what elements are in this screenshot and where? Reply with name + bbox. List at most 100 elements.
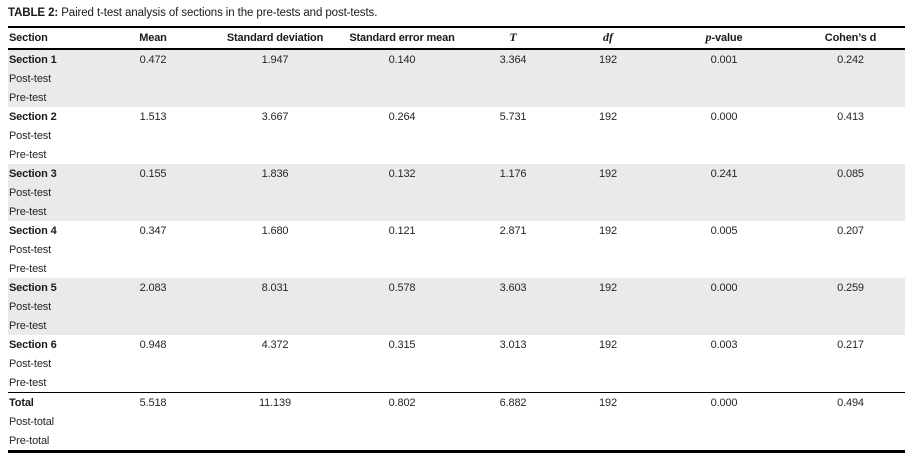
cell-d: 0.207 bbox=[837, 224, 864, 237]
column-header-label: Standard deviation bbox=[226, 31, 324, 44]
section-label: Section 5 bbox=[9, 281, 57, 294]
table-caption-text: Paired t-test analysis of sections in th… bbox=[58, 7, 378, 19]
cell-d: 0.259 bbox=[837, 281, 864, 294]
cell-t: 6.882 bbox=[462, 392, 564, 412]
section-label: Section 6 bbox=[9, 338, 57, 351]
subrow-label: Post-test bbox=[9, 186, 52, 199]
column-header-label: Standard error mean bbox=[349, 31, 455, 44]
column-header-section: Section bbox=[8, 27, 98, 50]
table-caption: TABLE 2: Paired t-test analysis of secti… bbox=[8, 6, 905, 20]
table-row: Post-test bbox=[8, 297, 905, 316]
cell-section: Section 3 bbox=[8, 164, 98, 183]
column-header-part: p bbox=[705, 30, 712, 44]
cell-sd: 1.836 bbox=[261, 167, 289, 180]
column-header-label: Cohen’s d bbox=[824, 31, 877, 44]
section-group-total: Total 5.518 11.139 0.802 6.882 192 0.000 0.494 P… bbox=[8, 392, 905, 452]
section-group-section-4: Section 4 0.347 1.680 0.121 2.871 192 0.005 0.2… bbox=[8, 221, 905, 278]
table-row: Post-test bbox=[8, 126, 905, 145]
table-header: Section Mean Standard deviation Standard er… bbox=[8, 27, 905, 50]
table-row: Total 5.518 11.139 0.802 6.882 192 0.000 0.494 bbox=[8, 392, 905, 412]
section-group-section-6: Section 6 0.948 4.372 0.315 3.013 192 0.003 0.2… bbox=[8, 335, 905, 393]
table-row: Section 4 0.347 1.680 0.121 2.871 192 0.005 0.2… bbox=[8, 221, 905, 240]
table-row: Section 6 0.948 4.372 0.315 3.013 192 0.003 0.2… bbox=[8, 335, 905, 354]
subrow-label: Pre-test bbox=[9, 376, 47, 389]
subrow-label: Pre-test bbox=[9, 319, 47, 332]
cell-section: Section 1 bbox=[8, 49, 98, 69]
column-header-label: T bbox=[509, 30, 517, 44]
cell-d: 0.085 bbox=[837, 167, 864, 180]
column-header-df: df bbox=[564, 27, 652, 50]
subrow-label: Post-total bbox=[9, 415, 54, 428]
table-row: Post-test bbox=[8, 240, 905, 259]
section-label: Section 3 bbox=[9, 167, 57, 180]
cell-t: 5.731 bbox=[499, 110, 527, 123]
column-header-part: -value bbox=[711, 32, 743, 44]
subrow-label: Post-test bbox=[9, 300, 52, 313]
cell-section: Total bbox=[8, 392, 98, 412]
cell-p: 0.001 bbox=[710, 53, 738, 66]
cell-t: 3.603 bbox=[499, 281, 527, 294]
cell-se: 0.264 bbox=[388, 110, 416, 123]
table-row: Section 3 0.155 1.836 0.132 1.176 192 0.241 0.0… bbox=[8, 164, 905, 183]
column-header-label: Mean bbox=[139, 31, 167, 44]
cell-section: Section 6 bbox=[8, 335, 98, 354]
table-row: Section 1 0.472 1.947 0.140 3.364 192 0.001 0.2… bbox=[8, 49, 905, 69]
cell-mean: 0.155 bbox=[139, 167, 167, 180]
cell-sd: 8.031 bbox=[261, 281, 289, 294]
subrow-label: Pre-test bbox=[9, 148, 47, 161]
cell-df: 192 bbox=[599, 167, 617, 180]
cell-se: 0.132 bbox=[388, 167, 416, 180]
subrow-label: Pre-total bbox=[9, 434, 50, 447]
subrow-label: Pre-test bbox=[9, 262, 47, 275]
column-header-d: Cohen’s d bbox=[796, 27, 905, 50]
cell-t: 1.176 bbox=[499, 167, 527, 180]
paired-ttest-table: Section Mean Standard deviation Standard er… bbox=[8, 26, 905, 453]
cell-mean: 0.347 bbox=[139, 224, 167, 237]
table-row: Pre-test bbox=[8, 373, 905, 393]
section-label: Total bbox=[9, 396, 34, 409]
section-group-section-2: Section 2 1.513 3.667 0.264 5.731 192 0.000 0.4… bbox=[8, 107, 905, 164]
cell-section: Section 4 bbox=[8, 221, 98, 240]
table-row: Post-test bbox=[8, 354, 905, 373]
cell-t: 3.364 bbox=[499, 53, 527, 66]
cell-p: 0.005 bbox=[710, 224, 738, 237]
cell-t: 3.013 bbox=[499, 338, 527, 351]
cell-mean: 5.518 bbox=[98, 392, 208, 412]
table-row: Pre-test bbox=[8, 145, 905, 164]
subrow-label: Pre-test bbox=[9, 91, 47, 104]
cell-p: 0.000 bbox=[710, 281, 738, 294]
table-row: Post-test bbox=[8, 69, 905, 88]
cell-se: 0.578 bbox=[388, 281, 416, 294]
cell-se: 0.802 bbox=[342, 392, 462, 412]
cell-mean: 1.513 bbox=[139, 110, 167, 123]
cell-sd: 1.947 bbox=[261, 53, 289, 66]
cell-df: 192 bbox=[599, 281, 617, 294]
cell-df: 192 bbox=[599, 53, 617, 66]
cell-d: 0.217 bbox=[837, 338, 864, 351]
table-row: Section 5 2.083 8.031 0.578 3.603 192 0.000 0.2… bbox=[8, 278, 905, 297]
cell-d: 0.413 bbox=[837, 110, 864, 123]
section-group-section-3: Section 3 0.155 1.836 0.132 1.176 192 0.241 0.0… bbox=[8, 164, 905, 221]
cell-p: 0.003 bbox=[710, 338, 738, 351]
column-header-se: Standard error mean bbox=[342, 27, 462, 50]
table-row: Post-total bbox=[8, 412, 905, 431]
table-row: Pre-test bbox=[8, 259, 905, 278]
table-header-row: Section Mean Standard deviation Standard er… bbox=[8, 27, 905, 50]
cell-df: 192 bbox=[599, 110, 617, 123]
column-header-sd: Standard deviation bbox=[208, 27, 342, 50]
section-group-section-1: Section 1 0.472 1.947 0.140 3.364 192 0.001 0.2… bbox=[8, 49, 905, 107]
cell-mean: 2.083 bbox=[139, 281, 167, 294]
cell-sd: 11.139 bbox=[208, 392, 342, 412]
subrow-label: Post-test bbox=[9, 129, 52, 142]
table-row: Section 2 1.513 3.667 0.264 5.731 192 0.000 0.4… bbox=[8, 107, 905, 126]
table-row: Post-test bbox=[8, 183, 905, 202]
cell-df: 192 bbox=[599, 224, 617, 237]
cell-d: 0.494 bbox=[796, 392, 905, 412]
subrow-label: Pre-test bbox=[9, 205, 47, 218]
cell-d: 0.242 bbox=[837, 53, 864, 66]
table-row: Pre-test bbox=[8, 202, 905, 221]
table-number-label: TABLE 2: bbox=[8, 7, 59, 19]
cell-df: 192 bbox=[599, 338, 617, 351]
cell-section: Section 2 bbox=[8, 107, 98, 126]
